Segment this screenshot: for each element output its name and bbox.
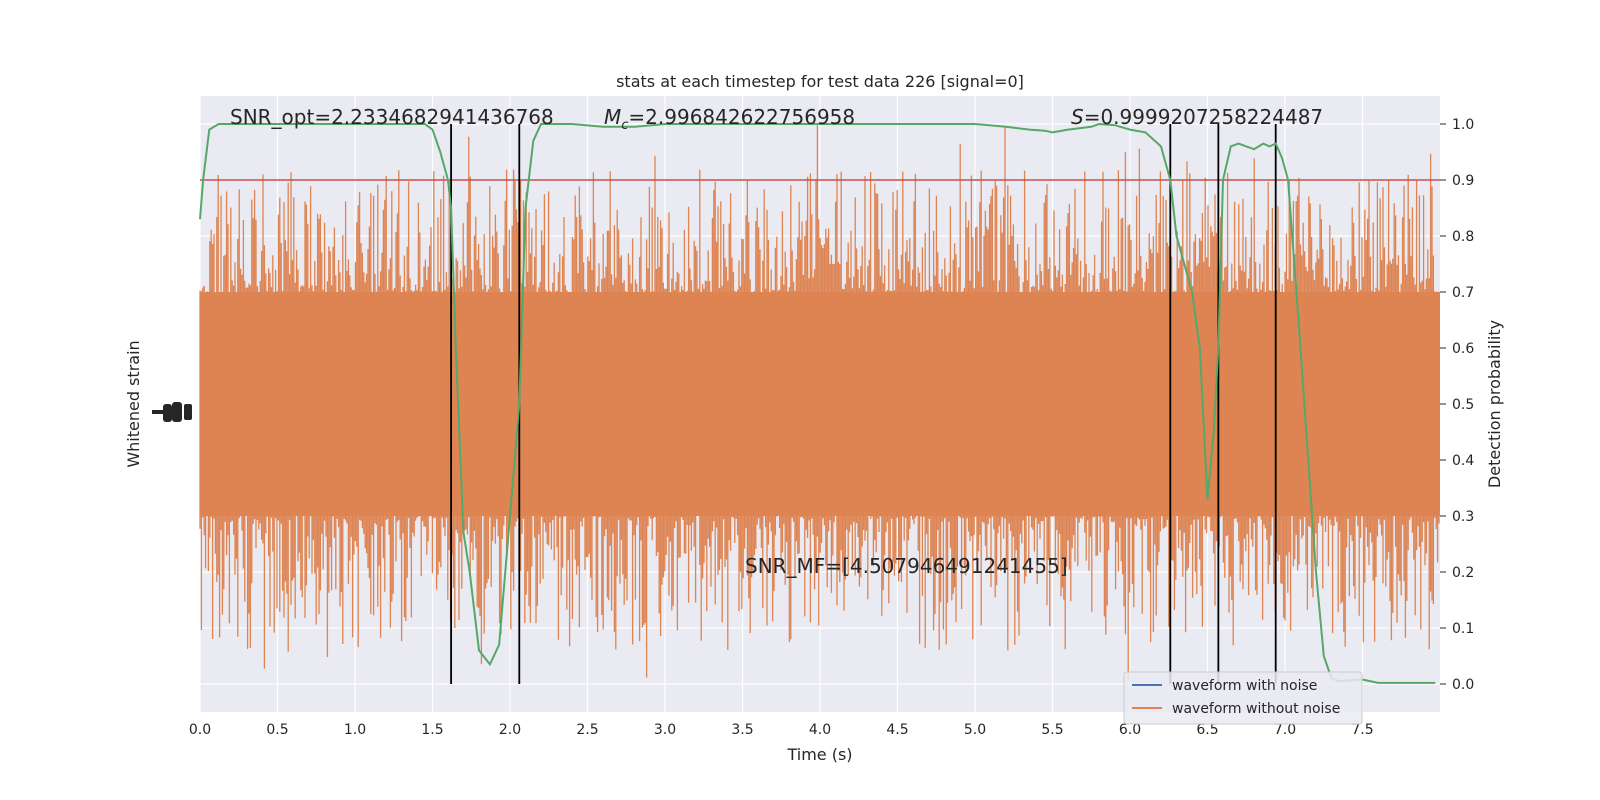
y-tick-label: 0.3: [1452, 509, 1474, 525]
x-tick-label: 1.0: [344, 722, 366, 738]
y-tick-label: 1.0: [1452, 117, 1474, 133]
x-tick-label: 7.0: [1274, 722, 1296, 738]
annotation-s-value: =0.9999207258224487: [1084, 105, 1323, 129]
x-tick-label: 0.5: [266, 722, 288, 738]
x-ticks: 0.0 0.5 1.0 1.5 2.0 2.5 3.0 3.5 4.0 4.5 5.0 5.5 6.0 6…: [189, 722, 1374, 738]
chart-title: stats at each timestep for test data 226…: [616, 72, 1024, 91]
x-tick-label: 4.5: [886, 722, 908, 738]
x-tick-label: 5.0: [964, 722, 986, 738]
annotation-mc-sub: c: [621, 118, 628, 133]
annotation-mc-symbol: M: [604, 105, 621, 129]
y-tick-label: 0.4: [1452, 453, 1474, 469]
x-tick-label: 6.5: [1196, 722, 1218, 738]
y-tick-label: 0.1: [1452, 621, 1474, 637]
legend-label-with-noise: waveform with noise: [1172, 678, 1317, 694]
y-tick-label: 0.2: [1452, 565, 1474, 581]
annotation-s-symbol: S: [1071, 105, 1084, 129]
y-tick-label: 0.0: [1452, 677, 1474, 693]
y-tick-label: 0.9: [1452, 173, 1474, 189]
x-tick-label: 2.5: [576, 722, 598, 738]
y-tick-label: 0.6: [1452, 341, 1474, 357]
left-axis-glyphs: [152, 402, 192, 422]
noise-series: [199, 125, 1440, 681]
x-tick-label: 7.5: [1351, 722, 1373, 738]
x-tick-label: 3.0: [654, 722, 676, 738]
x-tick-label: 1.5: [421, 722, 443, 738]
probability-series: [199, 122, 1436, 684]
annotation-snr-mf: SNR_MF=[4.507946491241455]: [745, 554, 1068, 578]
legend-label-without-noise: waveform without noise: [1172, 701, 1340, 717]
x-tick-label: 0.0: [189, 722, 211, 738]
x-tick-label: 5.5: [1041, 722, 1063, 738]
annotation-mc: Mc=2.996842622756958: [604, 105, 855, 133]
x-tick-label: 6.0: [1119, 722, 1141, 738]
y-tick-label: 0.5: [1452, 397, 1474, 413]
legend-box: [1123, 671, 1363, 725]
x-tick-label: 3.5: [731, 722, 753, 738]
y-left-axis-label: Whitened strain: [124, 340, 143, 467]
y-tick-label: 0.7: [1452, 285, 1474, 301]
noise-spikes: [199, 125, 1440, 681]
x-axis-label: Time (s): [786, 745, 852, 764]
annotation-s: S=0.9999207258224487: [1071, 105, 1323, 129]
annotation-mc-value: =2.996842622756958: [628, 105, 855, 129]
x-tick-label: 4.0: [809, 722, 831, 738]
y-right-axis-label: Detection probability: [1485, 320, 1504, 488]
y-tick-label: 0.8: [1452, 229, 1474, 245]
legend: waveform with noise waveform without noi…: [1123, 671, 1363, 725]
probability-line: [199, 122, 1436, 684]
x-tick-label: 2.0: [499, 722, 521, 738]
annotation-snr-opt: SNR_opt=2.2334682941436768: [230, 105, 554, 129]
y-right-ticks: 0.0 0.1 0.2 0.3 0.4 0.5 0.6 0.7 0.8 0.9 1.0: [1440, 117, 1474, 693]
